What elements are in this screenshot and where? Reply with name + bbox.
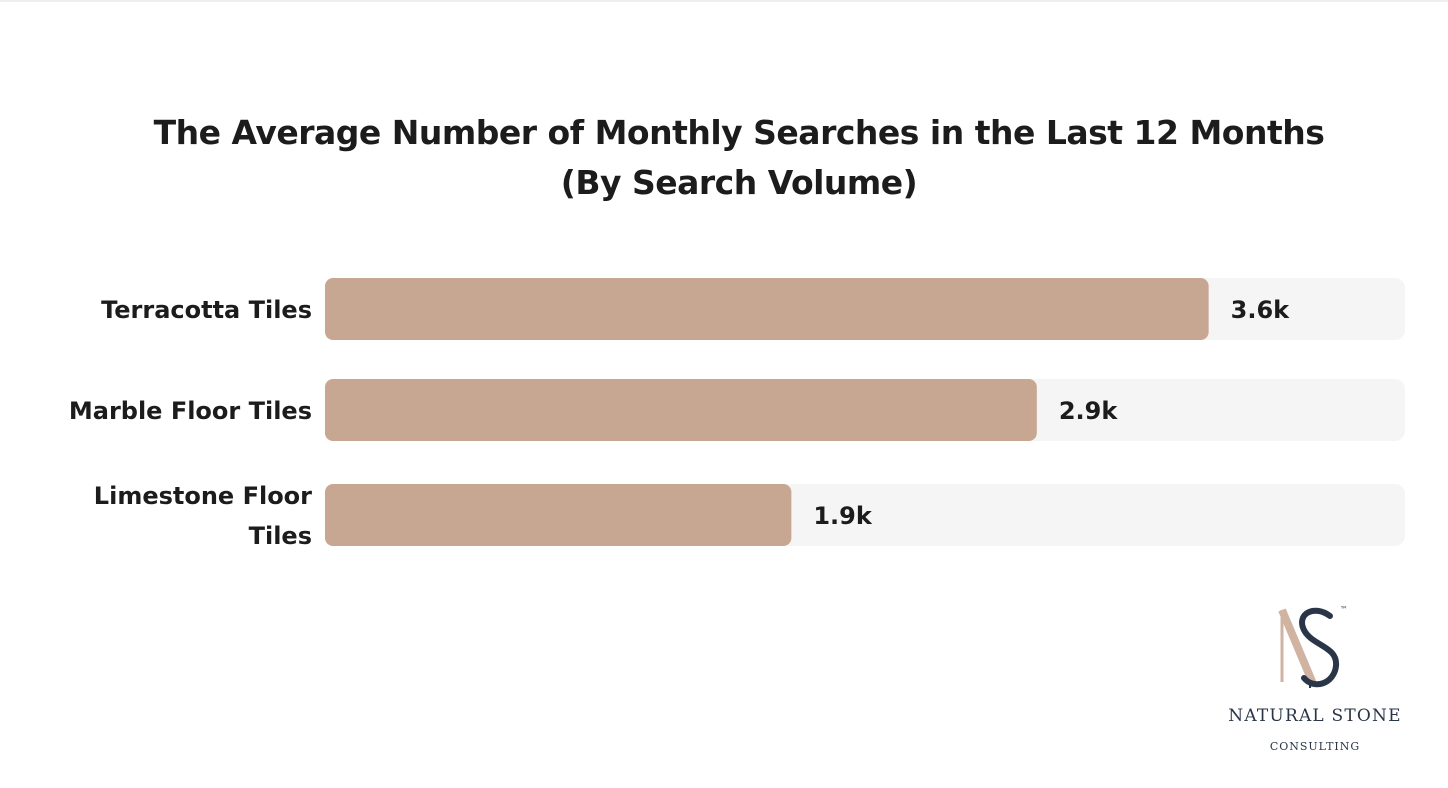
chart-title-line-2: (By Search Volume)	[560, 163, 918, 202]
value-label: 1.9k	[813, 502, 873, 530]
trademark-symbol: ™	[1340, 605, 1348, 614]
category-label: Marble Floor Tiles	[69, 397, 312, 425]
chart-title-line-1: The Average Number of Monthly Searches i…	[153, 113, 1325, 152]
logo-subtitle: CONSULTING	[1269, 740, 1361, 753]
bar	[325, 484, 792, 546]
category-label: Tiles	[249, 522, 312, 550]
value-label: 3.6k	[1231, 296, 1291, 324]
category-label: Limestone Floor	[94, 482, 312, 510]
logo-name: NATURAL STONE	[1228, 706, 1402, 726]
chart-title: The Average Number of Monthly Searches i…	[0, 108, 1448, 208]
bar	[325, 278, 1209, 340]
value-label: 2.9k	[1059, 397, 1119, 425]
natural-stone-logo: ™ NATURAL STONE CONSULTING	[1212, 602, 1418, 762]
top-divider	[0, 0, 1448, 2]
ns-monogram-icon: ™	[1278, 605, 1348, 688]
category-label: Terracotta Tiles	[101, 296, 312, 324]
bar	[325, 379, 1037, 441]
